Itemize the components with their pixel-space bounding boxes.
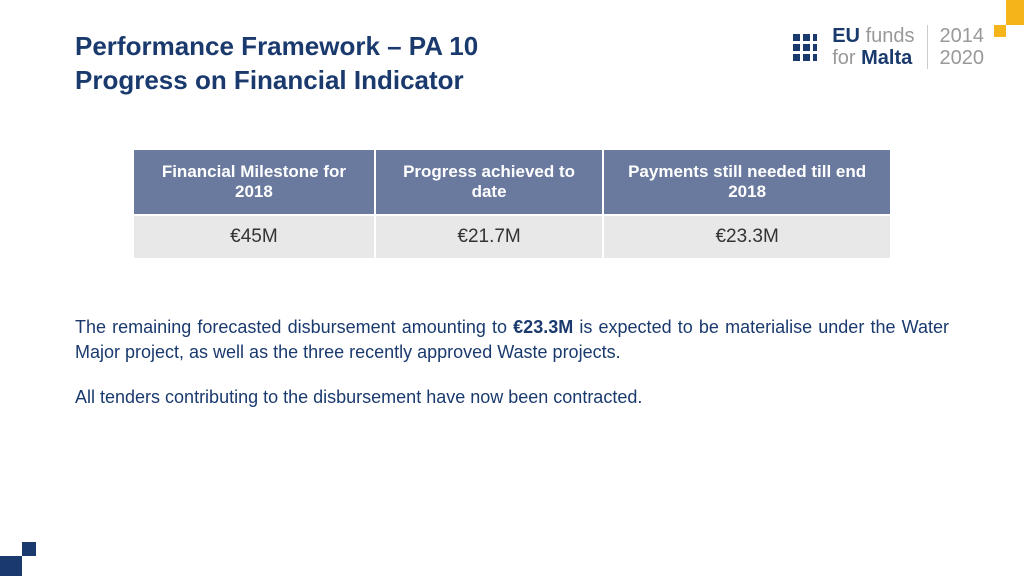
body-text: The remaining forecasted disbursement am… — [75, 315, 949, 411]
cell-progress: €21.7M — [375, 215, 603, 259]
col-header-progress: Progress achieved to date — [375, 149, 603, 215]
cell-milestone: €45M — [133, 215, 375, 259]
financial-table: Financial Milestone for 2018 Progress ac… — [132, 148, 892, 260]
eu-funds-logo: EU funds for Malta 2014 2020 — [793, 25, 984, 69]
title-line-1: Performance Framework – PA 10 — [75, 30, 478, 64]
col-header-milestone: Financial Milestone for 2018 — [133, 149, 375, 215]
title-line-2: Progress on Financial Indicator — [75, 64, 478, 98]
logo-eu: EU — [832, 25, 860, 47]
slide-title: Performance Framework – PA 10 Progress o… — [75, 30, 478, 98]
logo-for: for — [832, 47, 855, 69]
table-header-row: Financial Milestone for 2018 Progress ac… — [133, 149, 891, 215]
year-end: 2020 — [940, 47, 985, 69]
p1-pre: The remaining forecasted disbursement am… — [75, 317, 513, 337]
logo-divider — [927, 25, 928, 69]
paragraph-1: The remaining forecasted disbursement am… — [75, 315, 949, 365]
paragraph-2: All tenders contributing to the disburse… — [75, 385, 949, 410]
p1-bold: €23.3M — [513, 317, 573, 337]
logo-text: EU funds for Malta — [832, 25, 914, 69]
cell-payments: €23.3M — [603, 215, 891, 259]
year-start: 2014 — [940, 25, 985, 47]
logo-malta: Malta — [861, 47, 912, 69]
slide-header: Performance Framework – PA 10 Progress o… — [0, 0, 1024, 98]
table-row: €45M €21.7M €23.3M — [133, 215, 891, 259]
col-header-payments: Payments still needed till end 2018 — [603, 149, 891, 215]
logo-grid-icon — [793, 34, 820, 61]
corner-decoration-top-right — [994, 0, 1024, 40]
slide-content: Financial Milestone for 2018 Progress ac… — [0, 98, 1024, 411]
logo-years: 2014 2020 — [940, 25, 985, 69]
logo-funds: funds — [866, 25, 915, 47]
corner-decoration-bottom-left — [0, 541, 40, 576]
